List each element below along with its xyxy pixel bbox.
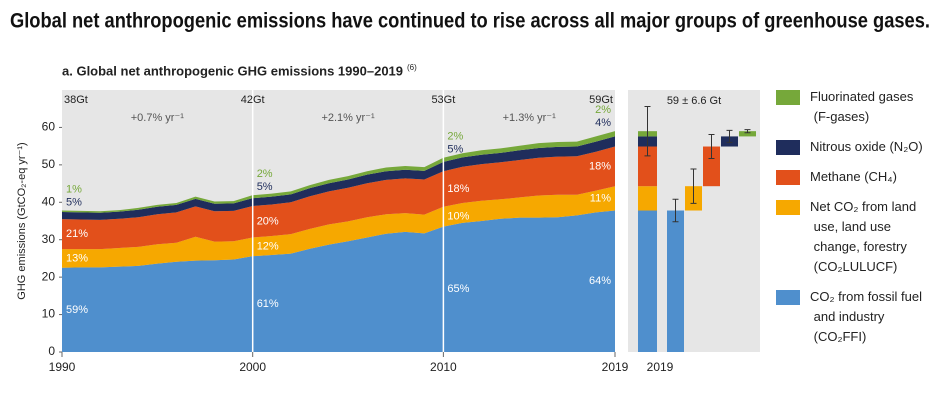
share-label: 2% <box>595 104 611 116</box>
legend-label: CO₂ from fossil fuel and industry (CO₂FF… <box>810 289 922 344</box>
legend-swatch <box>776 290 800 305</box>
breakdown-bar <box>638 146 657 187</box>
share-label: 18% <box>447 183 469 195</box>
share-label: 21% <box>66 228 88 240</box>
share-label: 5% <box>66 196 82 208</box>
y-tick-label: 50 <box>42 157 56 171</box>
share-label: 1% <box>66 183 82 195</box>
share-label: 5% <box>447 144 463 156</box>
waterfall-bar <box>667 210 684 352</box>
y-tick-label: 40 <box>42 194 56 208</box>
area <box>62 136 615 220</box>
share-label: 65% <box>447 283 469 295</box>
waterfall-bar <box>739 131 756 137</box>
share-label: 12% <box>257 241 279 253</box>
breakdown-bar <box>638 210 657 352</box>
total-label: 42Gt <box>241 94 265 106</box>
legend-swatch <box>776 90 800 105</box>
area <box>62 186 615 268</box>
x-tick-label: 1990 <box>49 360 76 374</box>
chart-subtitle: a. Global net anthropogenic GHG emission… <box>62 63 403 78</box>
y-tick-label: 30 <box>42 232 56 246</box>
growth-label: +2.1% yr⁻¹ <box>321 112 375 124</box>
chart-title: Global net anthropogenic emissions have … <box>10 10 930 33</box>
waterfall-bar <box>703 146 720 187</box>
share-label: 4% <box>595 117 611 129</box>
error-bar <box>726 129 733 143</box>
x-tick-label: 2000 <box>239 360 266 374</box>
share-label: 5% <box>257 181 273 193</box>
share-label: 2% <box>447 131 463 143</box>
total-label: 53Gt <box>431 94 455 106</box>
area <box>62 210 615 352</box>
share-label: 59% <box>66 304 88 316</box>
share-label: 11% <box>590 192 611 204</box>
error-bar <box>672 198 679 223</box>
y-tick-label: 0 <box>48 344 55 358</box>
error-bar <box>744 129 751 134</box>
breakdown-year: 2019 <box>647 360 674 374</box>
legend-label: Fluorinated gases (F-gases) <box>810 89 914 124</box>
share-label: 10% <box>447 211 469 223</box>
breakdown-total: 59 ± 6.6 Gt <box>667 95 721 107</box>
legend-swatch <box>776 200 800 215</box>
error-bar <box>708 134 715 159</box>
legend-label: Methane (CH₄) <box>810 169 897 184</box>
breakdown-bar <box>638 186 657 211</box>
share-label: 13% <box>66 252 88 264</box>
subtitle-note: (6) <box>407 63 417 72</box>
total-label: 59Gt <box>589 94 613 106</box>
legend-label: Nitrous oxide (N₂O) <box>810 139 923 154</box>
error-bar <box>644 105 651 157</box>
legend-swatch <box>776 170 800 185</box>
share-label: 20% <box>257 216 279 228</box>
share-label: 2% <box>257 168 273 180</box>
growth-label: +1.3% yr⁻¹ <box>503 112 557 124</box>
growth-label: +0.7% yr⁻¹ <box>131 112 185 124</box>
area <box>62 146 615 250</box>
y-axis-label: GHG emissions (GtCO₂-eq yr⁻¹) <box>16 142 28 299</box>
total-label: 38Gt <box>64 94 88 106</box>
x-tick-label: 2010 <box>430 360 457 374</box>
error-bar <box>690 168 697 204</box>
area <box>62 131 615 213</box>
share-label: 64% <box>589 275 611 287</box>
legend-swatch <box>776 140 800 155</box>
y-tick-label: 10 <box>42 307 56 321</box>
share-label: 61% <box>257 298 279 310</box>
y-tick-label: 60 <box>42 120 56 134</box>
x-tick-label: 2019 <box>602 360 629 374</box>
share-label: 18% <box>589 160 611 172</box>
legend-label: Net CO₂ from land use, land use change, … <box>810 199 916 274</box>
y-tick-label: 20 <box>42 269 56 283</box>
